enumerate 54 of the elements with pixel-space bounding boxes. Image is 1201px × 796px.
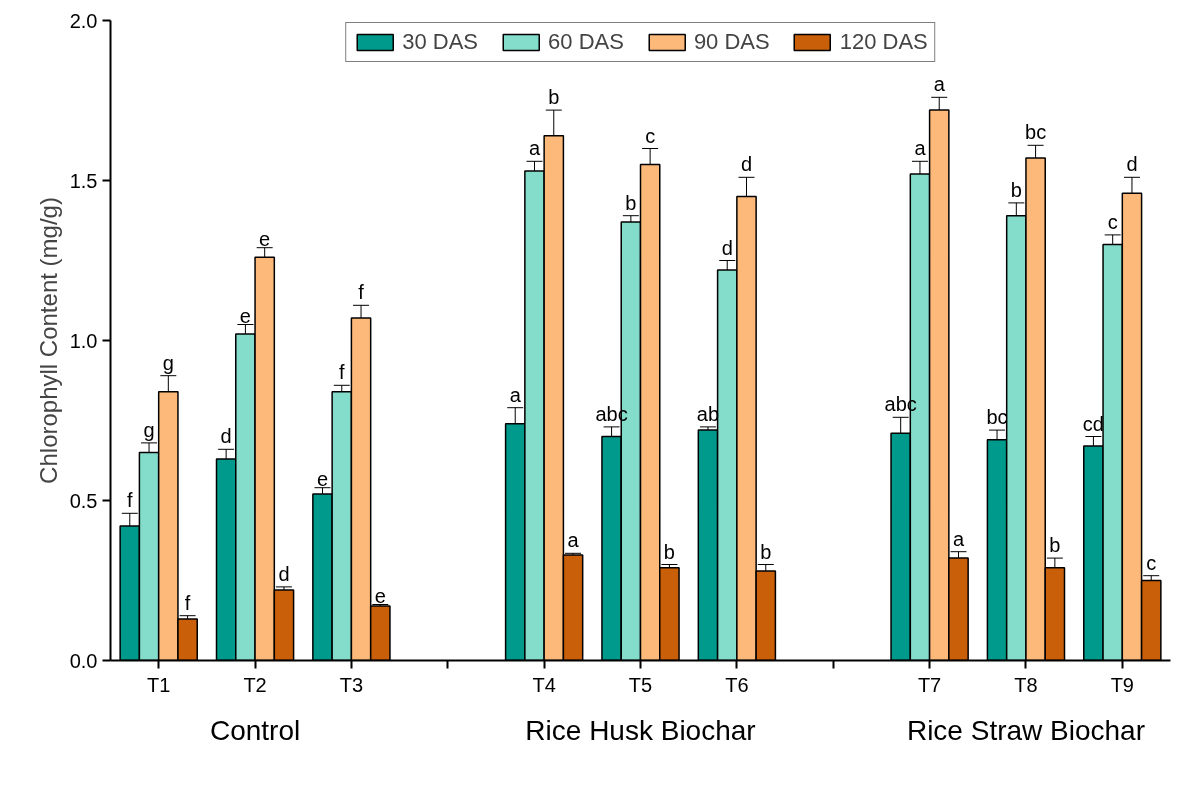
data-label: d [721, 236, 733, 259]
data-label: b [760, 540, 772, 563]
data-label: d [278, 562, 290, 585]
legend-label: 30 DAS [402, 29, 479, 55]
y-axis-title: Chlorophyll Content (mg/g) [34, 197, 62, 484]
x-tick-label: T2 [243, 673, 267, 696]
x-tick-label: T7 [917, 673, 942, 696]
data-label: b [1010, 178, 1022, 201]
legend-label: 120 DAS [839, 29, 928, 55]
legend-label: 60 DAS [548, 29, 624, 55]
legend-label: 90 DAS [693, 29, 770, 55]
data-label: a [528, 137, 541, 160]
text: Rice Straw Biochar [906, 714, 1146, 746]
data-label: e [239, 304, 251, 327]
y-tick-label: 2.0 [69, 9, 98, 32]
data-label: f [358, 281, 365, 304]
data-label: d [740, 153, 753, 176]
x-tick-label: T3 [339, 673, 364, 696]
x-tick-label: T4 [532, 673, 556, 696]
data-label: a [509, 383, 522, 406]
data-label: c [1107, 210, 1118, 233]
data-label: a [933, 73, 946, 96]
y-tick-label: 0.0 [69, 649, 98, 672]
data-label: b [625, 191, 637, 214]
data-label: b [1049, 534, 1061, 557]
data-label: b [663, 540, 675, 563]
x-tick-label: T8 [1014, 673, 1038, 696]
data-label: e [374, 584, 386, 607]
x-tick-label: T6 [725, 673, 749, 696]
data-label: e [316, 467, 329, 490]
data-label: f [126, 489, 133, 512]
data-label: f [184, 591, 191, 614]
data-label: bc [986, 406, 1008, 429]
text: Rice Husk Biochar [525, 714, 756, 746]
x-tick-label: T9 [1110, 673, 1134, 696]
data-label: d [1126, 153, 1138, 176]
y-tick-label: 1.5 [69, 169, 98, 192]
data-label: a [952, 527, 965, 550]
x-tick-label: T1 [147, 673, 171, 696]
y-tick-label: 0.5 [69, 489, 98, 512]
x-tick-label: T5 [628, 673, 653, 696]
data-label: b [548, 86, 560, 109]
y-tick-label: 1.0 [69, 329, 98, 352]
data-label: c [1146, 551, 1157, 574]
data-label: g [162, 351, 174, 374]
text: Control [209, 714, 301, 746]
data-label: d [220, 425, 232, 448]
data-label: a [567, 529, 580, 552]
data-label: g [143, 418, 155, 441]
data-label: a [914, 137, 927, 160]
data-label: c [645, 124, 656, 147]
data-label: e [259, 227, 271, 250]
data-label: bc [1025, 121, 1047, 144]
data-label: f [338, 361, 345, 384]
